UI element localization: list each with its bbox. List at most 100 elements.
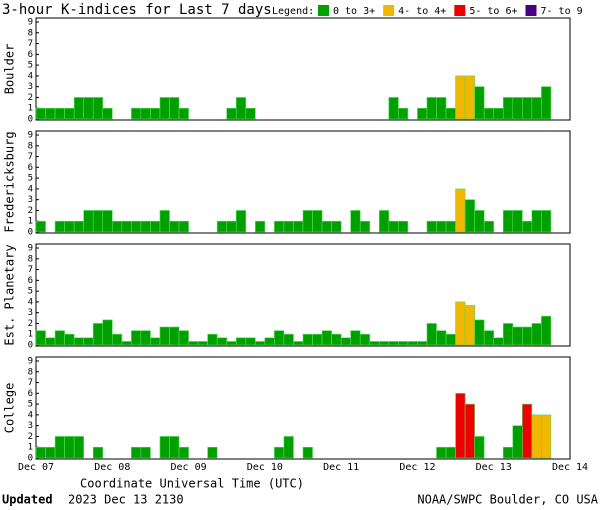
chart-title: 3-hour K-indices for Last 7 days xyxy=(2,2,272,18)
bar xyxy=(140,107,151,120)
panel-frame xyxy=(35,356,571,460)
x-tick-label: Dec 09 xyxy=(171,462,207,473)
updated-time: 2023 Dec 13 2130 xyxy=(68,493,184,507)
bar xyxy=(73,337,84,346)
legend-entry: 5- to 6+ xyxy=(469,6,517,17)
bar xyxy=(388,220,399,233)
bar xyxy=(159,326,170,346)
y-tick-label: 9 xyxy=(28,244,33,254)
x-tick-label: Dec 14 xyxy=(552,462,588,473)
bar xyxy=(464,199,475,233)
bar xyxy=(474,319,485,346)
bar xyxy=(159,210,170,233)
bar xyxy=(398,220,409,233)
bar xyxy=(312,333,323,346)
y-tick-label: 3 xyxy=(28,195,33,205)
bar xyxy=(464,75,475,120)
bar xyxy=(302,210,313,233)
bar xyxy=(102,107,113,120)
bar xyxy=(64,333,75,346)
bar xyxy=(522,220,533,233)
bar xyxy=(216,337,228,346)
bar xyxy=(388,97,399,120)
y-tick-label: 0 xyxy=(28,228,33,238)
y-tick-label: 4 xyxy=(28,184,33,194)
bar xyxy=(54,107,65,120)
bar xyxy=(502,210,514,233)
bar xyxy=(169,220,180,233)
bar xyxy=(140,330,151,346)
bar xyxy=(283,220,294,233)
bar xyxy=(226,220,237,233)
bar xyxy=(150,107,161,120)
bar xyxy=(340,337,351,346)
bar xyxy=(436,330,447,346)
bar xyxy=(245,337,256,346)
bar xyxy=(455,393,466,459)
bar xyxy=(54,330,65,346)
bar xyxy=(474,436,485,459)
bar xyxy=(274,446,285,459)
bar xyxy=(45,446,56,459)
bar xyxy=(188,341,199,346)
bar xyxy=(140,446,151,459)
bar xyxy=(502,446,514,459)
y-tick-label: 8 xyxy=(28,367,33,377)
y-tick-label: 0 xyxy=(28,454,33,464)
bar xyxy=(92,210,104,233)
bar xyxy=(293,220,304,233)
bar xyxy=(207,333,218,346)
x-tick-label: Dec 08 xyxy=(94,462,130,473)
y-tick-label: 7 xyxy=(28,265,33,275)
bar xyxy=(455,75,466,120)
bar xyxy=(455,301,466,346)
y-tick-label: 8 xyxy=(28,141,33,151)
bar xyxy=(398,107,409,120)
bar xyxy=(445,220,456,233)
bar xyxy=(502,97,514,120)
bar xyxy=(493,337,504,346)
y-tick-label: 8 xyxy=(28,28,33,38)
bar xyxy=(73,436,84,459)
bar xyxy=(455,188,466,233)
bar xyxy=(226,107,237,120)
panel-frame xyxy=(35,17,571,121)
bar xyxy=(150,337,161,346)
y-axis-label: Fredericksburg xyxy=(3,131,17,232)
y-tick-label: 4 xyxy=(28,410,33,420)
bar xyxy=(493,107,504,120)
bar xyxy=(235,337,247,346)
bar xyxy=(531,210,542,233)
bar xyxy=(102,210,113,233)
bar xyxy=(255,341,266,346)
bar xyxy=(483,220,495,233)
y-tick-label: 3 xyxy=(28,308,33,318)
bar xyxy=(169,436,180,459)
bar xyxy=(436,446,447,459)
y-tick-label: 4 xyxy=(28,71,33,81)
bar xyxy=(178,107,189,120)
bar xyxy=(378,341,390,346)
y-tick-label: 9 xyxy=(28,131,33,141)
y-tick-label: 6 xyxy=(28,276,33,286)
y-tick-label: 6 xyxy=(28,163,33,173)
bar xyxy=(92,446,104,459)
y-tick-label: 8 xyxy=(28,254,33,264)
bar xyxy=(464,305,475,346)
y-tick-label: 7 xyxy=(28,39,33,49)
bar xyxy=(483,107,495,120)
bar xyxy=(522,326,533,346)
bar xyxy=(321,330,332,346)
bar xyxy=(197,341,208,346)
bar xyxy=(302,446,313,459)
bar xyxy=(350,210,361,233)
y-tick-label: 6 xyxy=(28,389,33,399)
updated-label: Updated xyxy=(2,493,53,507)
bar xyxy=(159,97,170,120)
legend-entry: 7- to 9 xyxy=(541,6,583,17)
bar xyxy=(283,436,294,459)
bar xyxy=(131,446,142,459)
y-axis-label: Boulder xyxy=(3,44,17,95)
bar xyxy=(531,323,542,346)
y-tick-label: 1 xyxy=(28,104,33,114)
